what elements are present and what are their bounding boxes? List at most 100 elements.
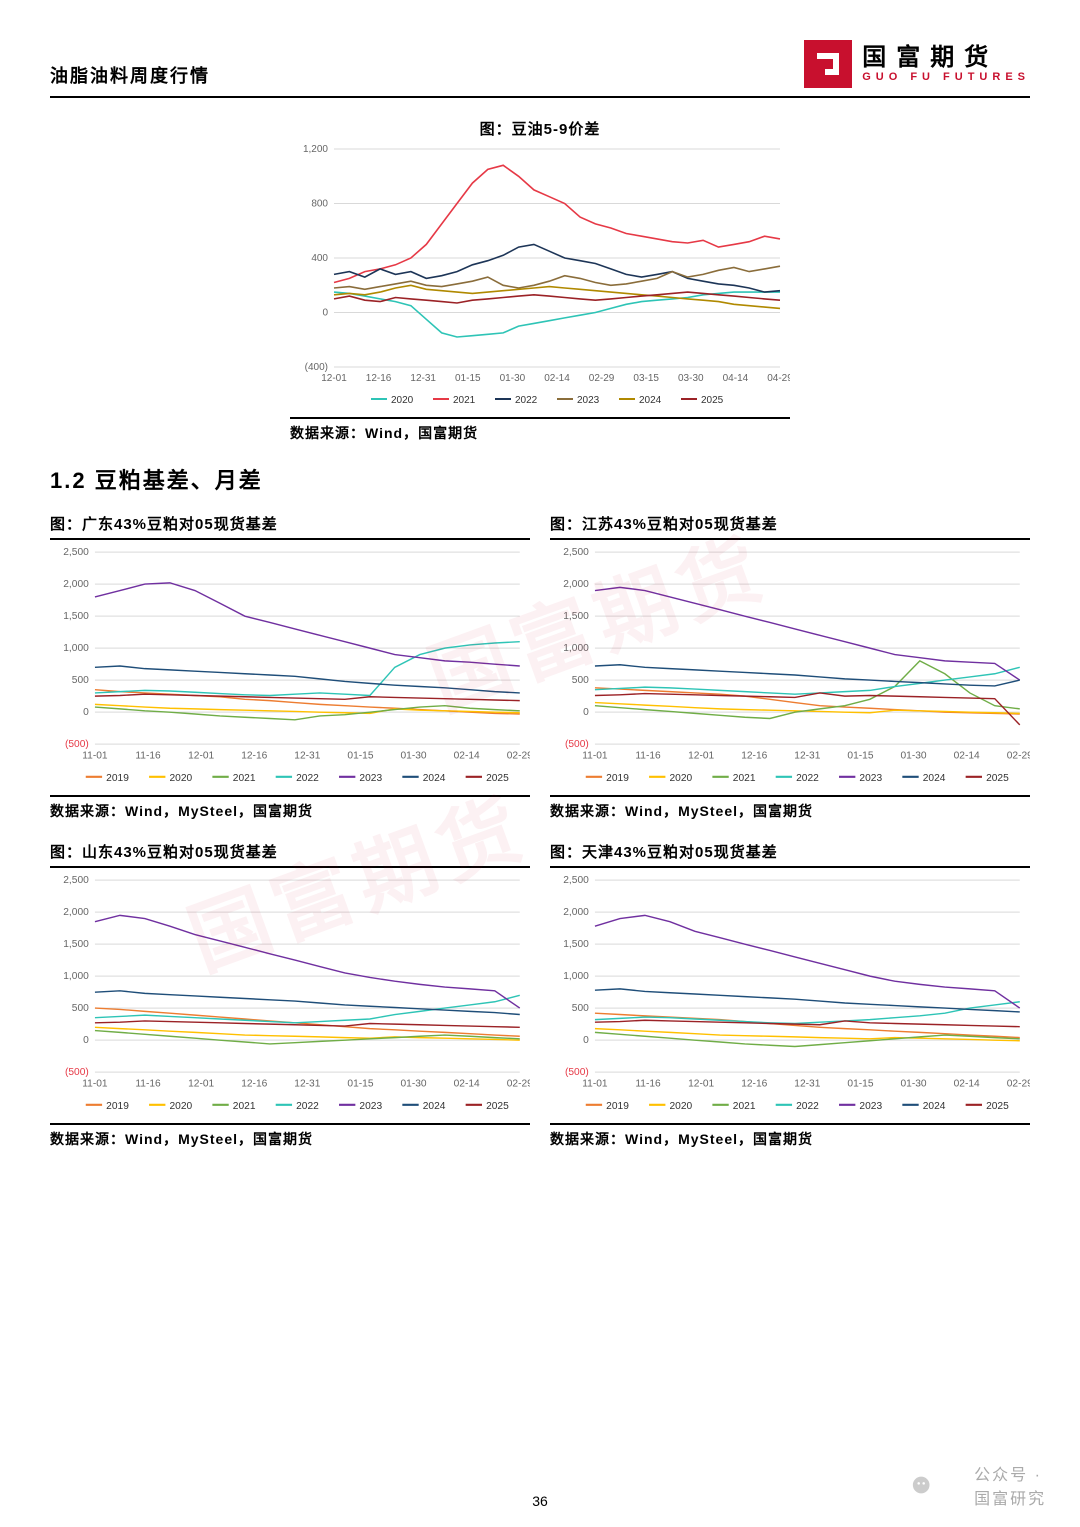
svg-text:01-15: 01-15: [347, 1079, 373, 1090]
svg-text:01-30: 01-30: [901, 750, 927, 761]
svg-text:2020: 2020: [391, 395, 414, 406]
svg-text:12-01: 12-01: [188, 750, 214, 761]
svg-text:01-30: 01-30: [401, 750, 427, 761]
svg-text:12-31: 12-31: [794, 750, 820, 761]
svg-text:2,000: 2,000: [563, 579, 589, 590]
svg-text:12-16: 12-16: [741, 1079, 767, 1090]
doc-title: 油脂油料周度行情: [50, 62, 210, 88]
small-chart-source: 数据来源：Wind，MySteel，国富期货: [550, 795, 1030, 821]
svg-text:2021: 2021: [733, 1101, 756, 1112]
svg-text:02-29: 02-29: [507, 750, 530, 761]
svg-text:11-16: 11-16: [135, 750, 161, 761]
svg-text:03-15: 03-15: [633, 373, 659, 384]
svg-text:0: 0: [583, 707, 589, 718]
small-chart-source: 数据来源：Wind，MySteel，国富期货: [50, 1123, 530, 1149]
svg-text:500: 500: [572, 1003, 589, 1014]
svg-text:2022: 2022: [296, 773, 319, 784]
svg-text:1,500: 1,500: [563, 939, 589, 950]
svg-text:12-16: 12-16: [366, 373, 392, 384]
svg-text:(500): (500): [65, 739, 89, 750]
svg-text:2,000: 2,000: [63, 907, 89, 918]
svg-text:0: 0: [583, 1035, 589, 1046]
small-chart-source: 数据来源：Wind，MySteel，国富期货: [550, 1123, 1030, 1149]
svg-text:2019: 2019: [106, 773, 129, 784]
svg-text:2025: 2025: [486, 1101, 509, 1112]
svg-text:2022: 2022: [515, 395, 538, 406]
svg-text:1,000: 1,000: [63, 643, 89, 654]
svg-text:12-31: 12-31: [294, 1079, 320, 1090]
svg-text:(500): (500): [565, 1067, 589, 1078]
svg-text:01-30: 01-30: [500, 373, 526, 384]
svg-text:02-14: 02-14: [544, 373, 570, 384]
svg-text:11-16: 11-16: [635, 1079, 661, 1090]
svg-text:2022: 2022: [796, 1101, 819, 1112]
chart-cell-2: 图：山东43%豆粕对05现货基差(500)05001,0001,5002,000…: [50, 841, 530, 1149]
svg-text:04-14: 04-14: [723, 373, 749, 384]
svg-text:12-31: 12-31: [294, 750, 320, 761]
top-chart-title: 图：豆油5-9价差: [290, 118, 790, 139]
small-chart-source: 数据来源：Wind，MySteel，国富期货: [50, 795, 530, 821]
svg-text:2025: 2025: [701, 395, 724, 406]
svg-text:01-30: 01-30: [901, 1079, 927, 1090]
svg-text:12-01: 12-01: [688, 750, 714, 761]
chart-grid: 图：广东43%豆粕对05现货基差(500)05001,0001,5002,000…: [50, 513, 1030, 1149]
svg-text:2,000: 2,000: [63, 579, 89, 590]
svg-text:2,500: 2,500: [563, 875, 589, 886]
svg-text:2021: 2021: [733, 773, 756, 784]
svg-text:12-01: 12-01: [188, 1079, 214, 1090]
svg-text:2,500: 2,500: [63, 875, 89, 886]
svg-text:12-01: 12-01: [688, 1079, 714, 1090]
svg-text:2024: 2024: [923, 1101, 946, 1112]
svg-text:02-14: 02-14: [454, 1079, 480, 1090]
logo-text-en: GUO FU FUTURES: [862, 71, 1030, 83]
svg-text:2024: 2024: [423, 1101, 446, 1112]
svg-text:01-15: 01-15: [347, 750, 373, 761]
top-chart-source: 数据来源：Wind，国富期货: [290, 417, 790, 443]
small-chart: (500)05001,0001,5002,0002,50011-0111-161…: [50, 546, 530, 791]
svg-text:2024: 2024: [639, 395, 662, 406]
svg-text:2020: 2020: [169, 1101, 192, 1112]
svg-text:400: 400: [311, 253, 328, 264]
top-chart: (400)04008001,20012-0112-1612-3101-1501-…: [290, 143, 790, 413]
svg-text:2019: 2019: [606, 1101, 629, 1112]
footer-mark: 公众号 · 国富研究: [876, 1461, 1050, 1509]
svg-text:2023: 2023: [577, 395, 600, 406]
chart-cell-1: 图：江苏43%豆粕对05现货基差(500)05001,0001,5002,000…: [550, 513, 1030, 821]
svg-text:1,500: 1,500: [63, 611, 89, 622]
svg-text:01-30: 01-30: [401, 1079, 427, 1090]
svg-text:01-15: 01-15: [847, 1079, 873, 1090]
svg-text:11-01: 11-01: [82, 1079, 108, 1090]
svg-text:04-29: 04-29: [767, 373, 790, 384]
svg-text:02-14: 02-14: [954, 750, 980, 761]
svg-text:1,200: 1,200: [303, 144, 328, 155]
section-heading: 1.2 豆粕基差、月差: [50, 463, 1030, 495]
svg-text:1,000: 1,000: [563, 971, 589, 982]
svg-text:02-29: 02-29: [1007, 1079, 1030, 1090]
svg-text:0: 0: [83, 707, 89, 718]
svg-text:2,000: 2,000: [563, 907, 589, 918]
svg-text:2023: 2023: [859, 773, 882, 784]
svg-text:12-31: 12-31: [410, 373, 436, 384]
small-chart-title: 图：山东43%豆粕对05现货基差: [50, 841, 530, 868]
svg-text:03-30: 03-30: [678, 373, 704, 384]
svg-text:1,000: 1,000: [563, 643, 589, 654]
svg-text:11-16: 11-16: [135, 1079, 161, 1090]
svg-text:2022: 2022: [796, 773, 819, 784]
company-logo: 国富期货 GUO FU FUTURES: [804, 40, 1030, 88]
svg-text:2024: 2024: [423, 773, 446, 784]
svg-text:0: 0: [322, 308, 328, 319]
small-chart: (500)05001,0001,5002,0002,50011-0111-161…: [50, 874, 530, 1119]
svg-text:12-16: 12-16: [241, 1079, 267, 1090]
small-chart: (500)05001,0001,5002,0002,50011-0111-161…: [550, 546, 1030, 791]
svg-text:2019: 2019: [106, 1101, 129, 1112]
svg-text:500: 500: [72, 1003, 89, 1014]
logo-icon: [804, 40, 852, 88]
wechat-icon: [876, 1475, 966, 1495]
small-chart-title: 图：天津43%豆粕对05现货基差: [550, 841, 1030, 868]
svg-text:500: 500: [72, 675, 89, 686]
svg-text:800: 800: [311, 199, 328, 210]
svg-text:2021: 2021: [233, 1101, 256, 1112]
svg-text:(400): (400): [305, 362, 328, 373]
svg-text:2,500: 2,500: [63, 547, 89, 558]
svg-text:02-29: 02-29: [589, 373, 615, 384]
